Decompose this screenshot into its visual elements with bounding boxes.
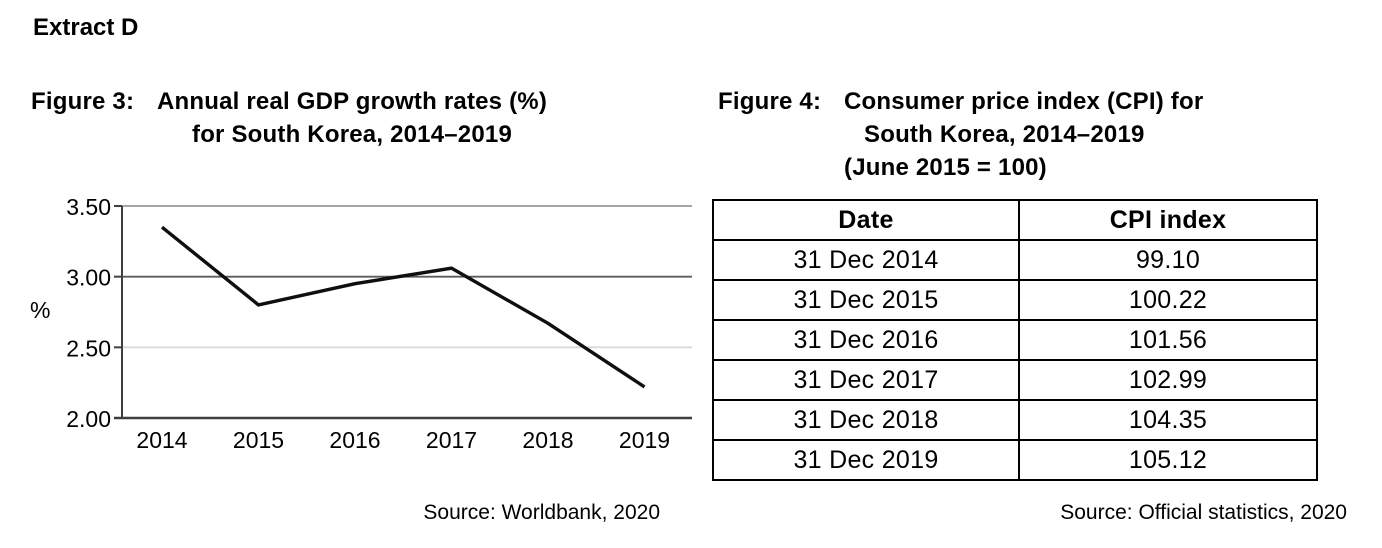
figure3-title-line1: Annual real GDP growth rates (%): [157, 88, 548, 115]
table-row: 31 Dec 2018 104.35: [712, 399, 1318, 441]
x-tick-label: 2018: [522, 427, 573, 453]
table-cell-date: 31 Dec 2017: [712, 359, 1020, 401]
cpi-table-header-date: Date: [712, 199, 1020, 241]
table-cell-cpi: 105.12: [1018, 439, 1318, 481]
y-tick-label: 2.00: [66, 406, 111, 432]
figure4-title-text: Consumer price index (CPI) for South Kor…: [844, 85, 1203, 184]
x-tick-label: 2016: [329, 427, 380, 453]
figure3-source: Source: Worldbank, 2020: [423, 501, 660, 524]
table-cell-date: 31 Dec 2019: [712, 439, 1020, 481]
y-tick-label: 3.50: [66, 194, 111, 220]
figure3-title-line2: for South Korea, 2014–2019: [192, 121, 513, 148]
extract-title: Extract D: [33, 14, 139, 41]
table-row: 31 Dec 2019 105.12: [712, 439, 1318, 481]
x-tick-label: 2015: [233, 427, 284, 453]
table-cell-cpi: 101.56: [1018, 319, 1318, 361]
figure4-title-line2: South Korea, 2014–2019: [864, 121, 1145, 148]
x-tick-label: 2014: [136, 427, 187, 453]
table-cell-cpi: 104.35: [1018, 399, 1318, 441]
cpi-table: Date CPI index 31 Dec 2014 99.10 31 Dec …: [712, 199, 1318, 481]
table-cell-date: 31 Dec 2016: [712, 319, 1020, 361]
figure4-title-line1: Consumer price index (CPI) for: [844, 88, 1204, 115]
table-row: 31 Dec 2017 102.99: [712, 359, 1318, 401]
figure3-label: Figure 3:: [31, 88, 135, 115]
x-tick-label: 2017: [426, 427, 477, 453]
table-cell-date: 31 Dec 2014: [712, 239, 1020, 281]
cpi-table-header-index: CPI index: [1018, 199, 1318, 241]
y-tick-label: 3.00: [66, 265, 111, 291]
cpi-table-header-row: Date CPI index: [712, 199, 1318, 241]
table-row: 31 Dec 2014 99.10: [712, 239, 1318, 281]
y-tick-label: 2.50: [66, 335, 111, 361]
figure4-source: Source: Official statistics, 2020: [1060, 501, 1347, 524]
table-cell-date: 31 Dec 2015: [712, 279, 1020, 321]
gdp-growth-chart: 3.50 3.00 2.50 2.00 2014 2015 2016 2017 2018 2019…: [20, 190, 700, 470]
x-tick-label: 2019: [619, 427, 670, 453]
y-axis-unit-label: %: [30, 297, 50, 323]
table-cell-cpi: 99.10: [1018, 239, 1318, 281]
gdp-growth-line: [160, 225, 646, 389]
figure3-title-text: Annual real GDP growth rates (%) for Sou…: [157, 85, 547, 151]
figure4-title: Figure 4: Consumer price index (CPI) for…: [718, 85, 1203, 184]
figure3-title: Figure 3: Annual real GDP growth rates (…: [31, 85, 547, 151]
figure4-label: Figure 4:: [718, 88, 822, 115]
table-cell-cpi: 100.22: [1018, 279, 1318, 321]
table-row: 31 Dec 2016 101.56: [712, 319, 1318, 361]
table-cell-date: 31 Dec 2018: [712, 399, 1020, 441]
figure4-title-line3: (June 2015 = 100): [844, 154, 1047, 181]
table-row: 31 Dec 2015 100.22: [712, 279, 1318, 321]
table-cell-cpi: 102.99: [1018, 359, 1318, 401]
gdp-growth-chart-svg: 3.50 3.00 2.50 2.00 2014 2015 2016 2017 2018 2019…: [30, 194, 692, 453]
